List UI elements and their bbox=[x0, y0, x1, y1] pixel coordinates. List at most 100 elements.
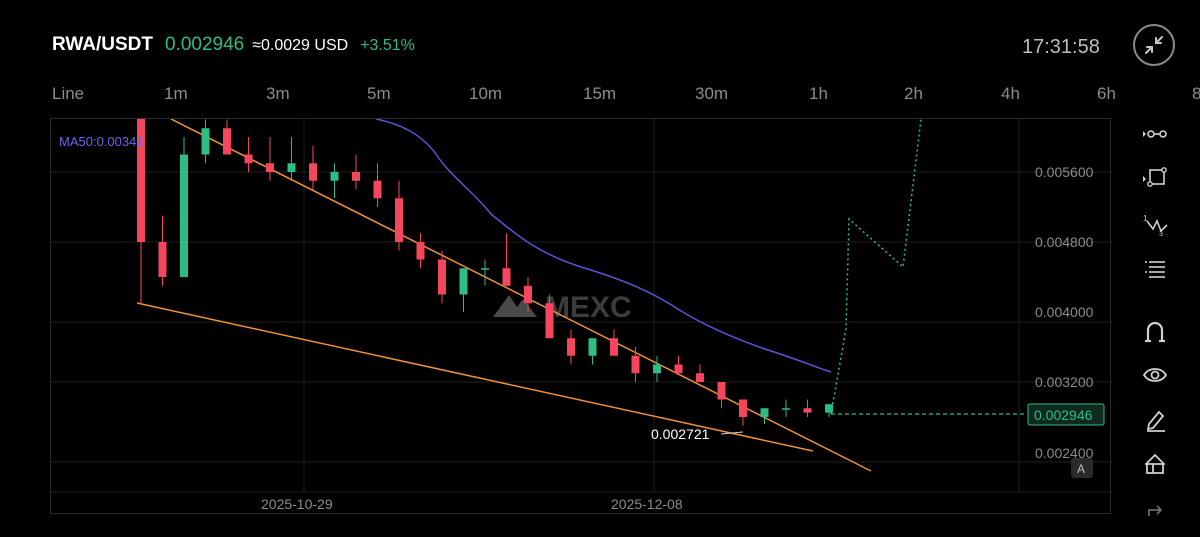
pencil-icon bbox=[1146, 410, 1165, 432]
tab-8h[interactable]: 8 bbox=[1192, 84, 1200, 103]
tab-10m[interactable]: 10m bbox=[469, 84, 503, 103]
scale-auto-button[interactable]: A bbox=[1071, 458, 1093, 478]
tab-line[interactable]: Line bbox=[52, 84, 85, 103]
x-tick: 2025-10-29 bbox=[261, 496, 333, 512]
y-tick: 0.002400 bbox=[1035, 445, 1094, 461]
ma50-line bbox=[375, 118, 832, 373]
magnet-icon bbox=[1145, 321, 1165, 343]
timeframe-tabs: Line 1m 3m 5m 10m 15m 30m 1h 2h 4h 6h 8 bbox=[52, 84, 1200, 106]
clock: 17:31:58 bbox=[1022, 36, 1100, 58]
y-axis: 0.005600 0.004800 0.004000 0.003200 0.00… bbox=[1035, 164, 1094, 461]
eraser-icon bbox=[1145, 453, 1165, 474]
scale-auto-label: A bbox=[1077, 462, 1085, 476]
candles bbox=[137, 110, 833, 426]
ma50-label: MA50:0.00341 bbox=[59, 134, 144, 149]
candle-body bbox=[760, 408, 769, 417]
eye-icon bbox=[1142, 368, 1168, 382]
ticker-header: RWA/USDT 0.002946 ≈0.0029 USD +3.51% bbox=[52, 34, 415, 60]
upper-trendline bbox=[170, 118, 872, 472]
candle-body bbox=[739, 399, 747, 417]
tab-2h[interactable]: 2h bbox=[904, 84, 923, 103]
visibility-button[interactable] bbox=[1135, 359, 1175, 391]
candle-body bbox=[223, 128, 231, 155]
tab-5m[interactable]: 5m bbox=[367, 84, 391, 103]
tab-1h[interactable]: 1h bbox=[809, 84, 828, 103]
candle-body bbox=[653, 364, 661, 374]
candle-body bbox=[588, 338, 597, 356]
candle-body bbox=[158, 242, 167, 277]
candle-body bbox=[567, 338, 575, 356]
x-axis: 2025-10-29 2025-12-08 bbox=[261, 496, 683, 512]
watermark-text: MEXC bbox=[545, 291, 632, 324]
x-tick: 2025-12-08 bbox=[611, 496, 683, 512]
candle-body bbox=[825, 404, 833, 413]
candle-body bbox=[416, 242, 425, 260]
share-button[interactable] bbox=[1135, 494, 1175, 526]
y-tick: 0.003200 bbox=[1035, 374, 1094, 390]
fibonacci-lines-icon bbox=[1145, 261, 1165, 278]
last-price: 0.002946 bbox=[164, 34, 245, 55]
edit-button[interactable] bbox=[1135, 403, 1175, 435]
price-chart[interactable]: MEXC MA50:0.00341 0.002721 0.005600 0.00… bbox=[50, 110, 1112, 515]
wedge-trendlines bbox=[136, 118, 872, 472]
low-price-marker: 0.002721 bbox=[651, 426, 710, 442]
candle-body bbox=[459, 268, 468, 295]
lower-trendline bbox=[136, 302, 814, 452]
tab-30m[interactable]: 30m bbox=[695, 84, 729, 103]
candlestick-chart[interactable]: MEXC MA50:0.00341 0.002721 0.005600 0.00… bbox=[51, 110, 1112, 515]
candle-body bbox=[352, 172, 360, 181]
candle-body bbox=[610, 338, 618, 356]
clear-drawings-button[interactable] bbox=[1135, 448, 1175, 480]
candle-body bbox=[524, 285, 532, 304]
candle-body bbox=[717, 382, 726, 400]
wave-pattern-icon: 1 3 bbox=[1143, 214, 1168, 237]
horizontal-line-icon bbox=[1143, 130, 1167, 138]
drawing-toolbar: 1 3 bbox=[1125, 118, 1185, 537]
grid bbox=[51, 119, 1112, 493]
candle-body bbox=[330, 172, 339, 181]
candle-body bbox=[803, 408, 812, 413]
svg-text:1: 1 bbox=[1143, 214, 1148, 223]
share-arrow-icon bbox=[1148, 505, 1163, 516]
candle-body bbox=[545, 303, 554, 339]
fibonacci-tool-button[interactable] bbox=[1135, 253, 1175, 285]
candle-body bbox=[782, 408, 790, 410]
candle-body bbox=[502, 268, 511, 286]
current-price-tag-text: 0.002946 bbox=[1034, 407, 1093, 423]
low-marker-pointer bbox=[720, 431, 744, 435]
candle-body bbox=[266, 163, 274, 172]
candle-body bbox=[287, 163, 296, 172]
tab-1m[interactable]: 1m bbox=[164, 84, 188, 103]
tab-4h[interactable]: 4h bbox=[1001, 84, 1020, 103]
candle-body bbox=[201, 128, 210, 155]
candle-body bbox=[373, 180, 382, 199]
tab-6h[interactable]: 6h bbox=[1097, 84, 1116, 103]
candle-body bbox=[631, 355, 640, 374]
pair-symbol[interactable]: RWA/USDT bbox=[52, 34, 153, 55]
tab-15m[interactable]: 15m bbox=[583, 84, 617, 103]
candle-body bbox=[244, 154, 253, 164]
exit-fullscreen-button[interactable] bbox=[1133, 24, 1175, 66]
usd-equivalent: ≈0.0029 USD bbox=[252, 37, 349, 54]
shape-tool-button[interactable] bbox=[1135, 162, 1175, 194]
candle-body bbox=[137, 110, 145, 242]
collapse-arrows-icon bbox=[1145, 36, 1163, 54]
candle-body bbox=[180, 154, 188, 277]
candle-body bbox=[481, 268, 489, 270]
magnet-button[interactable] bbox=[1135, 315, 1175, 347]
y-tick: 0.004800 bbox=[1035, 234, 1094, 250]
projection-path bbox=[830, 118, 922, 415]
tab-3m[interactable]: 3m bbox=[266, 84, 290, 103]
line-tool-button[interactable] bbox=[1135, 118, 1175, 150]
candle-body bbox=[395, 198, 403, 242]
price-change-percent: +3.51% bbox=[360, 37, 415, 54]
candle-body bbox=[309, 163, 317, 181]
wave-tool-button[interactable]: 1 3 bbox=[1135, 208, 1175, 240]
y-tick: 0.004000 bbox=[1035, 304, 1094, 320]
candle-body bbox=[438, 259, 446, 295]
svg-text:3: 3 bbox=[1159, 231, 1163, 237]
mexc-logo-icon bbox=[493, 295, 537, 317]
candle-body bbox=[696, 373, 704, 382]
current-price-tag: 0.002946 bbox=[1027, 403, 1105, 426]
rectangle-shape-icon bbox=[1143, 167, 1167, 187]
